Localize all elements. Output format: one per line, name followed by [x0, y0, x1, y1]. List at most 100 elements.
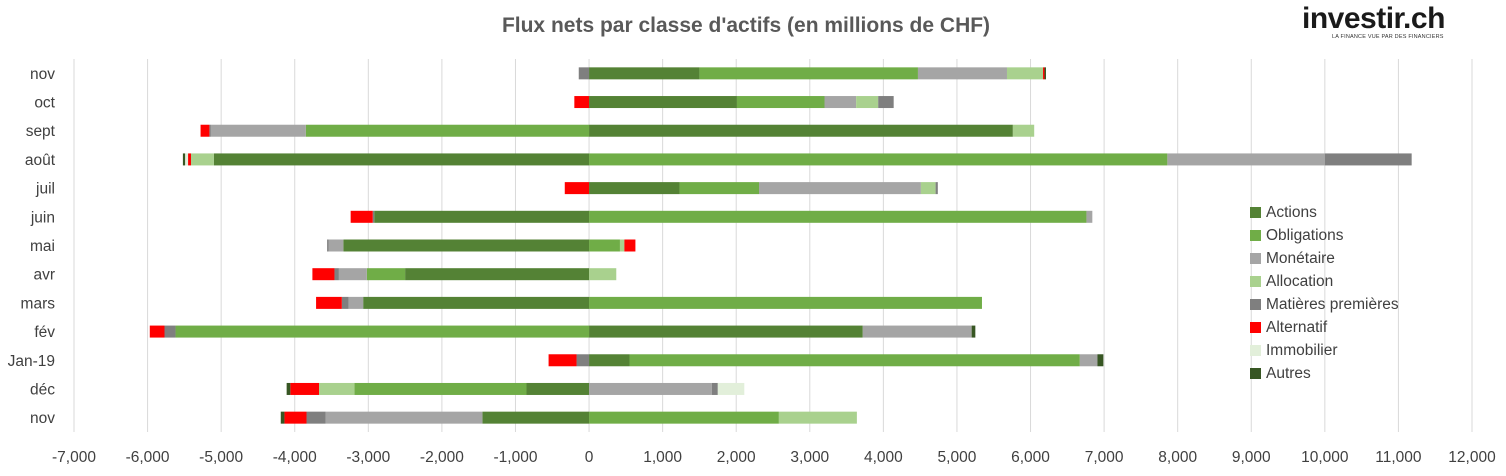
category-label: oct	[34, 95, 55, 112]
bar-segment	[325, 411, 483, 424]
bar-segment	[312, 268, 335, 281]
bar-segment	[213, 153, 590, 166]
bar-segment	[589, 296, 982, 309]
bars	[149, 67, 1412, 424]
bar-segment	[589, 354, 630, 367]
bar-segment	[405, 268, 590, 281]
bar-segment	[343, 239, 590, 252]
legend-swatch	[1250, 230, 1261, 241]
bar-segment	[338, 268, 367, 281]
legend-item: Monétaire	[1250, 247, 1399, 270]
legend-item: Matières premières	[1250, 293, 1399, 316]
legend-item: Immobilier	[1250, 339, 1399, 362]
category-labels: nov déc Jan-19 fév mars avr mai juin juil août sep…	[8, 66, 56, 427]
legend-item: Alternatif	[1250, 316, 1399, 339]
legend-swatch	[1250, 322, 1261, 333]
legend: Actions Obligations Monétaire Allocation Mat…	[1250, 201, 1399, 385]
legend-label: Alternatif	[1266, 318, 1328, 336]
bar-segment	[526, 382, 590, 395]
x-tick-label: -2,000	[420, 449, 464, 466]
bar-segment	[862, 325, 972, 338]
bar-segment	[589, 325, 863, 338]
legend-swatch	[1250, 207, 1261, 218]
bar-segment	[149, 325, 165, 338]
bar-segment	[856, 96, 879, 109]
category-label: mars	[21, 295, 56, 312]
category-label: avr	[33, 267, 55, 284]
x-tick-label: -6,000	[126, 449, 170, 466]
bar-segment	[290, 382, 320, 395]
bar-segment	[319, 382, 355, 395]
legend-label: Obligations	[1266, 226, 1344, 244]
bar-segment	[624, 239, 636, 252]
legend-label: Actions	[1266, 203, 1317, 221]
x-tick-label: 4,000	[864, 449, 903, 466]
bar-segment	[1006, 67, 1044, 80]
category-label: nov	[30, 66, 55, 83]
bar-segment	[574, 96, 590, 109]
bar-segment	[589, 182, 680, 195]
bar-segment	[210, 124, 306, 137]
bar-segment	[280, 411, 285, 424]
bar-segment	[1097, 354, 1104, 367]
bar-segment	[589, 382, 712, 395]
legend-label: Autres	[1266, 364, 1311, 382]
bar-segment	[284, 411, 307, 424]
bar-segment	[366, 268, 406, 281]
bar-segment	[589, 153, 1168, 166]
bar-segment	[175, 325, 590, 338]
legend-swatch	[1250, 368, 1261, 379]
bar-segment	[1324, 153, 1412, 166]
category-label: juin	[30, 209, 55, 226]
bar-segment	[316, 296, 342, 309]
x-tick-label: 6,000	[1011, 449, 1050, 466]
x-tick-label: 7,000	[1085, 449, 1124, 466]
legend-item: Obligations	[1250, 224, 1399, 247]
bar-segment	[327, 239, 329, 252]
bar-segment	[711, 382, 718, 395]
legend-swatch	[1250, 345, 1261, 356]
bar-segment	[1044, 67, 1046, 80]
bar-segment	[200, 124, 210, 137]
bar-segment	[824, 96, 857, 109]
legend-item: Autres	[1250, 362, 1399, 385]
bar-segment	[576, 354, 590, 367]
category-label: sept	[26, 123, 56, 140]
legend-swatch	[1250, 299, 1261, 310]
bar-segment	[917, 67, 1007, 80]
bar-segment	[341, 296, 349, 309]
logo-tagline: LA FINANCE VUE PAR DES FINANCIERS	[1332, 34, 1444, 40]
legend-label: Matières premières	[1266, 295, 1399, 313]
bar-segment	[363, 296, 590, 309]
bar-segment	[935, 182, 938, 195]
bar-segment	[736, 96, 825, 109]
bar-segment	[1079, 354, 1098, 367]
bar-segment	[306, 411, 326, 424]
bar-segment	[182, 153, 186, 166]
legend-label: Allocation	[1266, 272, 1334, 290]
bar-segment	[209, 124, 211, 137]
legend-label: Monétaire	[1266, 249, 1335, 267]
x-tick-label: 10,000	[1301, 449, 1349, 466]
bar-segment	[589, 67, 700, 80]
category-label: nov	[30, 410, 55, 427]
bar-segment	[1167, 153, 1325, 166]
bar-segment	[778, 411, 857, 424]
category-label: juil	[35, 181, 55, 198]
bar-segment	[629, 354, 1080, 367]
x-tick-label: -7,000	[52, 449, 96, 466]
bar-segment	[372, 210, 375, 223]
bar-segment	[878, 96, 894, 109]
legend-swatch	[1250, 276, 1261, 287]
x-tick-label: 11,000	[1375, 449, 1422, 466]
bar-segment	[334, 268, 339, 281]
x-tick-label: 1,000	[643, 449, 682, 466]
bar-segment	[305, 124, 590, 137]
bar-segment	[348, 296, 364, 309]
category-label: août	[25, 152, 56, 169]
brand-logo: investir.ch LA FINANCE VUE PAR DES FINAN…	[1302, 2, 1472, 44]
x-tick-label: 3,000	[790, 449, 829, 466]
x-tick-label: 12,000	[1448, 449, 1496, 466]
bar-segment	[482, 411, 590, 424]
